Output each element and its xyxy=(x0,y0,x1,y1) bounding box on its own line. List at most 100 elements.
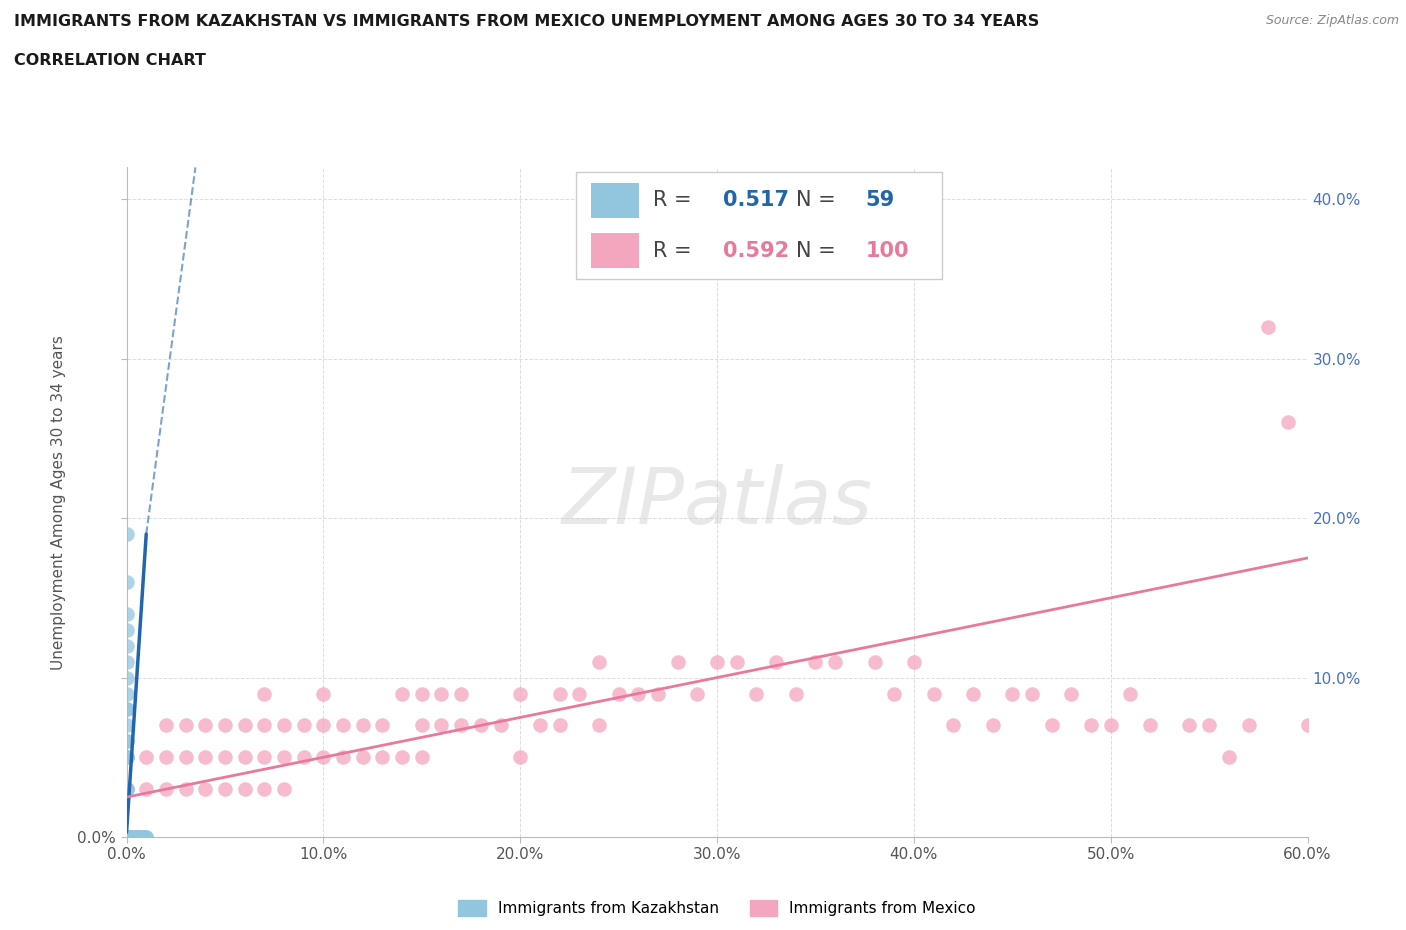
Point xyxy=(115,830,138,844)
Point xyxy=(115,830,138,844)
Point xyxy=(120,830,142,844)
Point xyxy=(125,830,148,844)
Point xyxy=(411,718,433,733)
Text: IMMIGRANTS FROM KAZAKHSTAN VS IMMIGRANTS FROM MEXICO UNEMPLOYMENT AMONG AGES 30 : IMMIGRANTS FROM KAZAKHSTAN VS IMMIGRANTS… xyxy=(14,14,1039,29)
Point xyxy=(509,750,531,764)
Point xyxy=(745,686,768,701)
Point xyxy=(883,686,905,701)
Point xyxy=(121,830,143,844)
Point xyxy=(115,702,138,717)
Point xyxy=(115,638,138,653)
Point xyxy=(115,830,138,844)
Point xyxy=(131,830,153,844)
Point xyxy=(371,750,394,764)
Point xyxy=(115,686,138,701)
Point xyxy=(117,830,139,844)
Point xyxy=(666,654,689,669)
Point xyxy=(253,718,276,733)
Point xyxy=(391,750,413,764)
Point xyxy=(1099,718,1122,733)
Point xyxy=(588,654,610,669)
Point xyxy=(127,830,149,844)
Point xyxy=(942,718,965,733)
Point xyxy=(115,830,138,844)
Point xyxy=(273,782,295,797)
Point xyxy=(607,686,630,701)
Point xyxy=(117,830,139,844)
Point xyxy=(1218,750,1240,764)
Point xyxy=(115,782,138,797)
Point xyxy=(1198,718,1220,733)
Point xyxy=(127,830,149,844)
Point xyxy=(785,686,807,701)
Point xyxy=(115,750,138,764)
Point xyxy=(115,526,138,541)
Point xyxy=(411,686,433,701)
Point xyxy=(1139,718,1161,733)
Point xyxy=(1119,686,1142,701)
Point xyxy=(124,830,146,844)
Point xyxy=(1277,415,1299,430)
Point xyxy=(115,830,138,844)
Point xyxy=(312,686,335,701)
Point xyxy=(450,718,472,733)
Point xyxy=(121,830,143,844)
Point xyxy=(115,830,138,844)
Point xyxy=(115,830,138,844)
Point xyxy=(509,686,531,701)
Point xyxy=(1021,686,1043,701)
Point xyxy=(115,718,138,733)
Text: ZIPatlas: ZIPatlas xyxy=(561,464,873,540)
Point xyxy=(273,750,295,764)
Text: CORRELATION CHART: CORRELATION CHART xyxy=(14,53,205,68)
Point xyxy=(1060,686,1083,701)
Point xyxy=(922,686,945,701)
Point xyxy=(129,830,152,844)
Point xyxy=(1257,319,1279,334)
Point xyxy=(174,718,197,733)
Point xyxy=(115,654,138,669)
Point xyxy=(450,686,472,701)
Point xyxy=(125,830,148,844)
Point xyxy=(115,830,138,844)
Point xyxy=(214,750,236,764)
Point xyxy=(253,782,276,797)
Point xyxy=(962,686,984,701)
Point xyxy=(371,718,394,733)
Point xyxy=(253,750,276,764)
Text: 0.517: 0.517 xyxy=(723,191,789,210)
Point xyxy=(312,750,335,764)
Point xyxy=(115,575,138,590)
Point xyxy=(725,654,748,669)
Point xyxy=(312,718,335,733)
Point xyxy=(115,830,138,844)
Point xyxy=(430,718,453,733)
Point xyxy=(430,686,453,701)
Point xyxy=(115,830,138,844)
Point xyxy=(135,782,157,797)
Point xyxy=(135,750,157,764)
FancyBboxPatch shape xyxy=(591,233,638,269)
Text: R =: R = xyxy=(654,241,699,260)
Text: 59: 59 xyxy=(865,191,894,210)
Point xyxy=(292,750,315,764)
FancyBboxPatch shape xyxy=(591,183,638,218)
Point xyxy=(529,718,551,733)
Point xyxy=(706,654,728,669)
Text: R =: R = xyxy=(654,191,699,210)
Point xyxy=(548,718,571,733)
Text: Source: ZipAtlas.com: Source: ZipAtlas.com xyxy=(1265,14,1399,27)
Point xyxy=(489,718,512,733)
Point xyxy=(115,830,138,844)
Point xyxy=(115,734,138,749)
Point xyxy=(686,686,709,701)
Point xyxy=(194,750,217,764)
Point xyxy=(903,654,925,669)
Point xyxy=(233,750,256,764)
Point xyxy=(470,718,492,733)
Point xyxy=(129,830,152,844)
Point xyxy=(115,750,138,764)
Point xyxy=(134,830,156,844)
Point xyxy=(115,702,138,717)
Point xyxy=(765,654,787,669)
